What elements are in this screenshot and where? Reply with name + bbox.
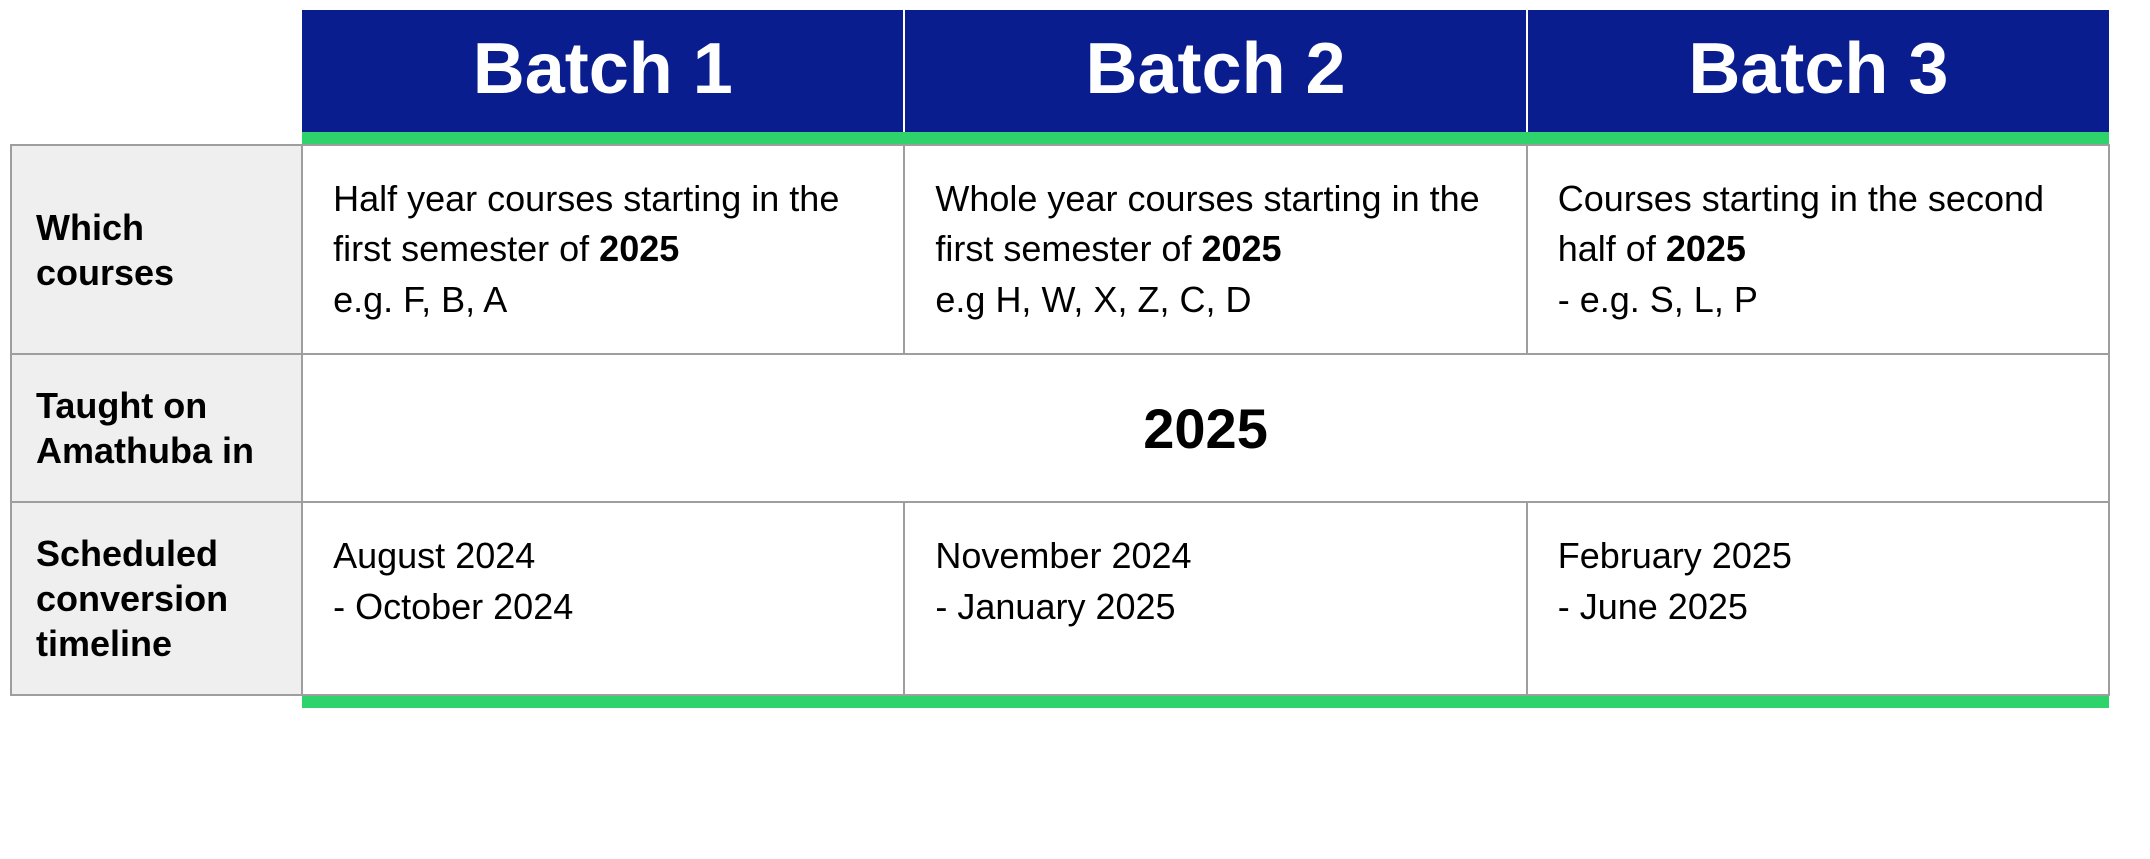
cell-timeline-batch1: August 2024 - October 2024: [302, 502, 904, 695]
cell-timeline-batch2: November 2024 - January 2025: [904, 502, 1526, 695]
cell-taught-on-merged: 2025: [302, 354, 2109, 502]
header-empty-corner: [11, 10, 302, 132]
header-batch-3: Batch 3: [1527, 10, 2109, 132]
cell-which-courses-batch3: Courses starting in the second half of 2…: [1527, 145, 2109, 354]
cell-which-courses-batch2: Whole year courses starting in the first…: [904, 145, 1526, 354]
row-which-courses: Which courses Half year courses starting…: [11, 145, 2109, 354]
cell-which-courses-batch1: Half year courses starting in the first …: [302, 145, 904, 354]
footer-accent-stripe: [11, 695, 2109, 708]
accent-bar-bottom: [302, 695, 2109, 708]
cell-timeline-batch3: February 2025 - June 2025: [1527, 502, 2109, 695]
header-accent-stripe: [11, 132, 2109, 145]
table-header-row: Batch 1 Batch 2 Batch 3: [11, 10, 2109, 132]
header-batch-1: Batch 1: [302, 10, 904, 132]
row-conversion-timeline: Scheduled conversion timeline August 202…: [11, 502, 2109, 695]
rowlabel-conversion-timeline: Scheduled conversion timeline: [11, 502, 302, 695]
row-taught-on: Taught on Amathuba in 2025: [11, 354, 2109, 502]
batch-schedule-table: Batch 1 Batch 2 Batch 3 Which courses Ha…: [10, 10, 2110, 708]
rowlabel-which-courses: Which courses: [11, 145, 302, 354]
header-batch-2: Batch 2: [904, 10, 1526, 132]
rowlabel-taught-on: Taught on Amathuba in: [11, 354, 302, 502]
accent-bar-top: [302, 132, 2109, 145]
